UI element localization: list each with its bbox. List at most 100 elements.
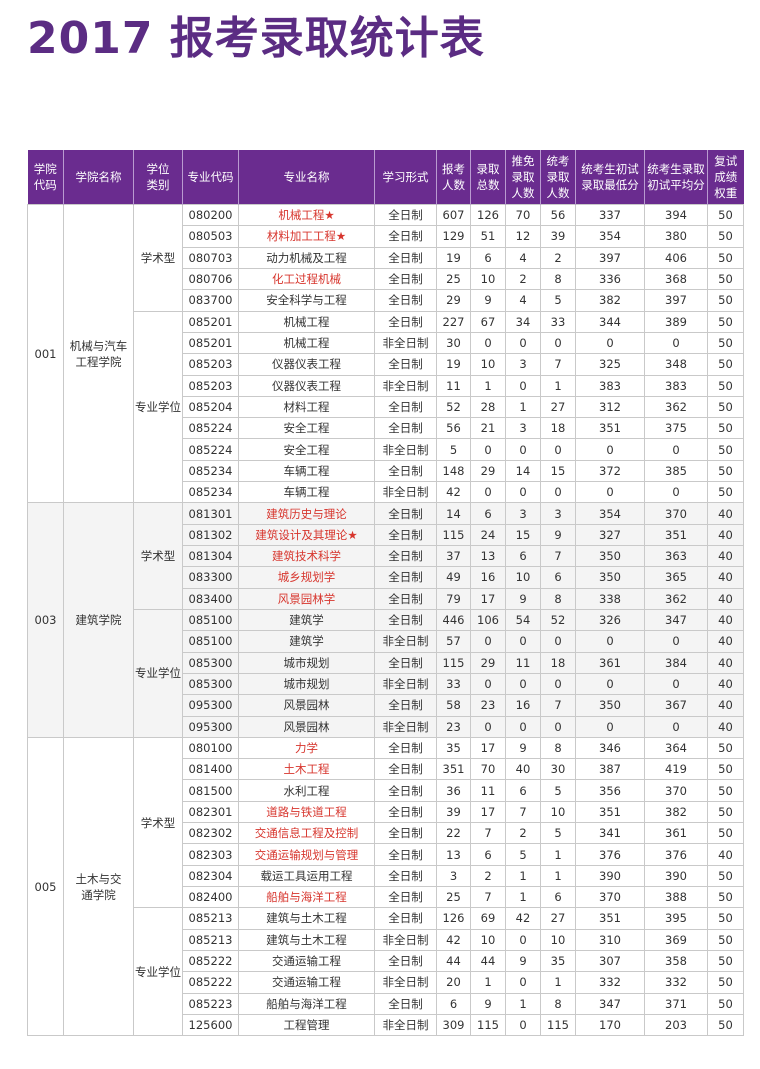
avg-score: 369 (644, 928, 708, 951)
admitted-total: 7 (470, 822, 506, 845)
admitted-total: 6 (470, 246, 506, 269)
major-code: 125600 (182, 1013, 239, 1037)
admitted-total: 10 (470, 928, 506, 951)
applicants: 13 (436, 843, 471, 866)
study-mode: 全日制 (374, 608, 437, 632)
major-code: 082304 (182, 864, 239, 888)
applicants: 5 (436, 438, 471, 461)
admitted-total: 6 (470, 502, 506, 525)
retest-weight: 50 (707, 758, 744, 781)
exempt-admitted: 34 (505, 310, 541, 333)
admitted-total: 70 (470, 758, 506, 781)
min-score: 347 (575, 992, 645, 1015)
table-row: 085213 建筑与土木工程 非全日制 42 10 0 10 310 369 50 (28, 928, 744, 951)
exam-admitted: 52 (540, 608, 576, 632)
major-name: 建筑历史与理论 (238, 502, 375, 525)
study-mode: 全日制 (374, 246, 437, 269)
exempt-admitted: 0 (505, 438, 541, 461)
college-code: 001 (27, 203, 64, 504)
min-score: 336 (575, 267, 645, 291)
table-row: 专业学位 085100 建筑学 全日制 446 106 54 52 326 347 40 (28, 608, 744, 738)
min-score: 397 (575, 246, 645, 269)
study-mode: 全日制 (374, 758, 437, 781)
retest-weight: 50 (707, 1013, 744, 1037)
retest-weight: 50 (707, 331, 744, 355)
admitted-total: 17 (470, 587, 506, 610)
header-min-score: 统考生初试 录取最低分 (575, 150, 645, 205)
exempt-admitted: 3 (505, 417, 541, 440)
min-score: 344 (575, 310, 645, 333)
major-name: 建筑学 (238, 608, 375, 632)
study-mode: 全日制 (374, 417, 437, 440)
avg-score: 203 (644, 1013, 708, 1037)
exam-admitted: 7 (540, 694, 576, 717)
table-row: 095300 风景园林 全日制 58 23 16 7 350 367 40 (28, 694, 744, 717)
major-name: 化工过程机械 (238, 267, 375, 291)
study-mode: 全日制 (374, 949, 437, 973)
avg-score: 376 (644, 843, 708, 866)
min-score: 361 (575, 651, 645, 674)
table-row: 085201 机械工程 非全日制 30 0 0 0 0 0 50 (28, 331, 744, 355)
admitted-total: 24 (470, 523, 506, 547)
exempt-admitted: 9 (505, 736, 541, 760)
retest-weight: 50 (707, 417, 744, 440)
admitted-total: 11 (470, 779, 506, 802)
exempt-admitted: 9 (505, 949, 541, 973)
table-row: 003 建筑学院 学术型 081301 建筑历史与理论 全日制 14 6 3 3 354 370 40 (27, 502, 744, 738)
major-name: 交通信息工程及控制 (238, 822, 375, 845)
retest-weight: 50 (707, 864, 744, 888)
min-score: 351 (575, 800, 645, 824)
exempt-admitted: 0 (505, 374, 541, 397)
applicants: 351 (436, 758, 471, 781)
exam-admitted: 33 (540, 310, 576, 333)
header-exempt-admitted: 推免 录取 人数 (505, 150, 541, 205)
study-mode: 全日制 (374, 651, 437, 674)
study-mode: 全日制 (374, 992, 437, 1015)
exam-admitted: 10 (540, 928, 576, 951)
exam-admitted: 56 (540, 203, 576, 227)
admitted-total: 115 (470, 1013, 506, 1037)
major-code: 085100 (182, 608, 239, 632)
applicants: 42 (436, 928, 471, 951)
exempt-admitted: 4 (505, 246, 541, 269)
major-name: 建筑设计及其理论★ (238, 523, 375, 547)
applicants: 30 (436, 331, 471, 355)
table-row: 125600 工程管理 非全日制 309 115 0 115 170 203 50 (28, 1013, 744, 1037)
exam-admitted: 3 (540, 502, 576, 525)
exam-admitted: 2 (540, 246, 576, 269)
major-name: 机械工程 (238, 331, 375, 355)
major-code: 085300 (182, 651, 239, 674)
study-mode: 非全日制 (374, 374, 437, 397)
study-mode: 全日制 (374, 267, 437, 291)
table-row: 080503 材料加工工程★ 全日制 129 51 12 39 354 380 50 (28, 225, 744, 248)
study-mode: 非全日制 (374, 928, 437, 951)
table-row: 080703 动力机械及工程 全日制 19 6 4 2 397 406 50 (28, 246, 744, 269)
min-score: 383 (575, 374, 645, 397)
avg-score: 380 (644, 225, 708, 248)
major-name: 材料工程 (238, 395, 375, 419)
table-row: 082400 船舶与海洋工程 全日制 25 7 1 6 370 388 50 (28, 885, 744, 909)
table-row: 085224 安全工程 全日制 56 21 3 18 351 375 50 (28, 417, 744, 440)
admitted-total: 7 (470, 885, 506, 909)
admitted-total: 0 (470, 331, 506, 355)
exam-admitted: 0 (540, 438, 576, 461)
table-row: 085203 仪器仪表工程 全日制 19 10 3 7 325 348 50 (28, 353, 744, 376)
exempt-admitted: 42 (505, 907, 541, 930)
exempt-admitted: 2 (505, 822, 541, 845)
major-name: 道路与铁道工程 (238, 800, 375, 824)
college-name: 建筑学院 (63, 502, 134, 738)
min-score: 350 (575, 694, 645, 717)
major-name: 风景园林 (238, 694, 375, 717)
exam-admitted: 0 (540, 630, 576, 653)
major-name: 船舶与海洋工程 (238, 992, 375, 1015)
header-major-code: 专业代码 (182, 150, 239, 205)
major-code: 082303 (182, 843, 239, 866)
exam-admitted: 5 (540, 779, 576, 802)
min-score: 170 (575, 1013, 645, 1037)
applicants: 58 (436, 694, 471, 717)
table-row: 082302 交通信息工程及控制 全日制 22 7 2 5 341 361 50 (28, 822, 744, 845)
major-name: 动力机械及工程 (238, 246, 375, 269)
avg-score: 382 (644, 800, 708, 824)
retest-weight: 40 (707, 544, 744, 568)
header-study-mode: 学习形式 (374, 150, 437, 205)
